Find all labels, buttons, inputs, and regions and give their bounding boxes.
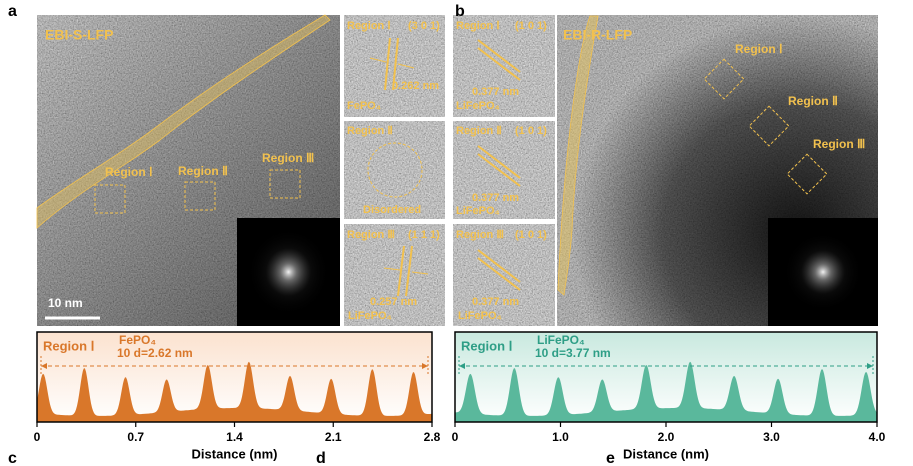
profile-phase: FePO₄ xyxy=(119,333,156,347)
x-tick-label: 2.8 xyxy=(424,430,441,444)
x-tick-label: 1.0 xyxy=(552,430,569,444)
phase-label: FePO₄ xyxy=(347,100,381,112)
region-label: Region Ⅲ xyxy=(347,229,395,241)
x-tick-label: 3.0 xyxy=(763,430,780,444)
region-label: Region Ⅱ xyxy=(456,125,502,137)
image-title: EBI-S-LFP xyxy=(45,27,113,43)
plane-label: (1 0 1) xyxy=(515,20,547,32)
plane-label: (3 0 1) xyxy=(408,20,440,32)
x-tick-label: 1.4 xyxy=(226,430,243,444)
insets-a xyxy=(344,15,445,326)
x-tick-label: 4.0 xyxy=(869,430,886,444)
profile-background xyxy=(455,332,877,422)
intensity-profile xyxy=(455,361,877,422)
region-label: Region Ⅱ xyxy=(178,164,228,178)
spacing-label: 0.257 nm xyxy=(370,296,417,308)
region-label: Region Ⅱ xyxy=(347,125,393,137)
region-label: Region Ⅰ xyxy=(735,42,783,56)
region-label: Region Ⅰ xyxy=(456,20,500,32)
spacing-label: 0.377 nm xyxy=(472,192,519,204)
profile-region: Region Ⅰ xyxy=(461,338,513,353)
image-title: EBI-R-LFP xyxy=(563,27,632,43)
x-axis-title: Distance (nm) xyxy=(623,446,709,461)
phase-label: LiFePO₄ xyxy=(456,205,500,217)
panel-label: e xyxy=(606,450,615,466)
profile-annotation: 10 d=3.77 nm xyxy=(535,346,611,360)
panel-label: c xyxy=(8,450,17,466)
x-tick-label: 2.1 xyxy=(325,430,342,444)
profile-phase: LiFePO₄ xyxy=(537,333,585,347)
x-tick-label: 0 xyxy=(34,430,41,444)
note-label: Disordered xyxy=(363,204,421,216)
x-tick-label: 0 xyxy=(452,430,459,444)
spacing-label: 0.262 nm xyxy=(392,80,439,92)
plane-label: (1 1 1) xyxy=(408,229,440,241)
phase-label: LiFePO₄ xyxy=(348,310,392,322)
plane-label: (1 0 1) xyxy=(515,125,547,137)
tem-image-a xyxy=(36,14,340,326)
x-tick-label: 2.0 xyxy=(658,430,675,444)
phase-label: LiFePO₄ xyxy=(456,100,500,112)
region-label: Region Ⅲ xyxy=(262,151,314,165)
intensity-profile xyxy=(37,361,432,422)
phase-label: LiFePO₄ xyxy=(458,310,502,322)
region-label: Region Ⅲ xyxy=(456,229,504,241)
x-tick-label: 0.7 xyxy=(127,430,144,444)
region-label: Region Ⅰ xyxy=(105,165,153,179)
scale-bar-label: 10 nm xyxy=(48,296,83,310)
spacing-label: 0.377 nm xyxy=(472,296,519,308)
plane-label: (1 0 1) xyxy=(515,229,547,241)
x-axis-title: Distance (nm) xyxy=(192,446,278,461)
profile-region: Region Ⅰ xyxy=(43,338,95,353)
panel-label: d xyxy=(316,450,326,466)
panel-label: a xyxy=(8,3,17,20)
insets-b xyxy=(453,15,555,326)
profile-annotation: 10 d=2.62 nm xyxy=(117,346,193,360)
region-label: Region Ⅱ xyxy=(788,94,838,108)
tem-image-b xyxy=(557,15,878,326)
spacing-label: 0.377 nm xyxy=(472,86,519,98)
panel-label: b xyxy=(455,3,465,20)
region-label: Region Ⅲ xyxy=(813,137,865,151)
region-label: Region Ⅰ xyxy=(347,20,391,32)
